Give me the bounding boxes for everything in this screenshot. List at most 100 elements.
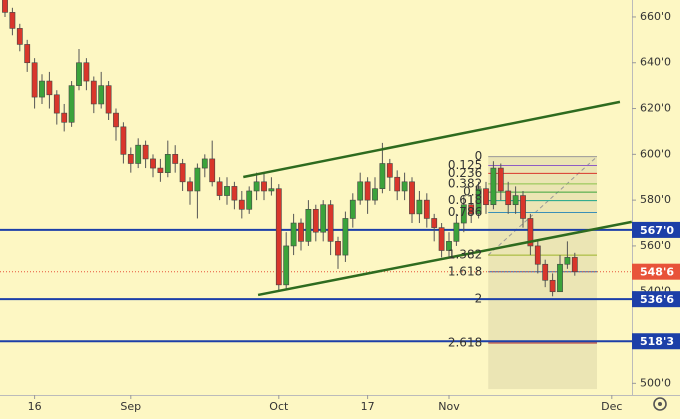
candle-body xyxy=(120,126,127,155)
trendline xyxy=(243,100,621,179)
candle-body xyxy=(157,167,164,173)
price-tag-label: 548'6 xyxy=(640,266,674,279)
price-tag-label: 518'3 xyxy=(640,335,674,348)
candle-body xyxy=(90,80,97,105)
gear-center[interactable] xyxy=(658,402,662,406)
candle-body xyxy=(83,62,90,82)
candle-body xyxy=(46,80,53,96)
candle-body xyxy=(312,208,319,233)
y-tick-label: 660'0 xyxy=(640,10,671,23)
candle-body xyxy=(431,218,438,228)
candle-body xyxy=(113,112,119,128)
candle-body xyxy=(135,144,142,164)
candle-body xyxy=(61,112,68,123)
candle-body xyxy=(557,263,563,293)
settings-icon[interactable] xyxy=(653,397,667,411)
fib-label: 2.618 xyxy=(448,336,482,350)
candle-body xyxy=(68,85,75,123)
fib-label: 0 xyxy=(475,149,483,163)
candle-body xyxy=(534,245,541,265)
candle-body xyxy=(53,94,60,114)
y-tick-label: 600'0 xyxy=(640,147,671,160)
fib-label: 1.618 xyxy=(448,264,482,278)
candle-body xyxy=(542,263,549,281)
candle-body xyxy=(379,163,386,189)
candle-body xyxy=(275,188,282,286)
candle-body xyxy=(549,279,556,293)
candle-body xyxy=(172,154,179,164)
candle-body xyxy=(261,181,267,192)
candle-body xyxy=(446,241,452,251)
candle-body xyxy=(349,199,356,219)
y-tick-label: 580'0 xyxy=(640,193,671,206)
candle-body xyxy=(194,167,201,192)
y-tick-label: 640'0 xyxy=(640,56,671,69)
candle-body xyxy=(394,176,401,192)
candle-body xyxy=(505,190,512,206)
candle-body xyxy=(327,204,334,242)
candle-body xyxy=(401,181,408,192)
candle-body xyxy=(483,188,489,206)
price-tag xyxy=(632,333,680,350)
candle-body xyxy=(98,85,105,105)
candle-body xyxy=(142,144,149,160)
candle-body xyxy=(320,204,327,233)
x-tick-label: Nov xyxy=(438,400,460,413)
candle-body xyxy=(564,257,571,265)
candle-body xyxy=(372,188,378,201)
price-tag-label: 567'0 xyxy=(640,224,674,237)
candle-body xyxy=(438,227,445,251)
candle-body xyxy=(187,181,193,192)
candle-body xyxy=(127,154,134,164)
candle-body xyxy=(460,204,467,224)
candle-body xyxy=(342,218,349,256)
candle-body xyxy=(490,167,497,206)
candle-body xyxy=(468,204,475,215)
candle-body xyxy=(475,188,482,215)
price-tag xyxy=(632,221,680,238)
candle-body xyxy=(246,190,253,210)
candle-body xyxy=(9,12,16,29)
fib-label: 0.382 xyxy=(448,176,482,190)
trendline xyxy=(257,220,632,297)
y-tick-label: 560'0 xyxy=(640,239,671,252)
candle-body xyxy=(423,199,430,219)
candle-body xyxy=(283,245,290,286)
candle-body xyxy=(409,181,415,215)
fib-label: 0.618 xyxy=(448,193,482,207)
price-tag xyxy=(632,291,680,308)
fib-label: 1.382 xyxy=(448,248,482,262)
x-tick-label: Oct xyxy=(269,400,289,413)
candle-body xyxy=(2,0,8,13)
candle-body xyxy=(31,62,38,98)
y-tick-label: 620'0 xyxy=(640,102,671,115)
candle-body xyxy=(305,208,312,242)
candle-body xyxy=(231,186,238,201)
candle-body xyxy=(335,241,341,256)
plot-area xyxy=(0,0,632,390)
candle-body xyxy=(520,195,526,219)
candle-body xyxy=(150,158,156,169)
x-tick-label: Sep xyxy=(120,400,141,413)
candle-body xyxy=(416,199,423,215)
candle-body xyxy=(238,199,245,210)
gear[interactable] xyxy=(653,397,667,411)
fib-label: 2 xyxy=(475,292,483,306)
candle-body xyxy=(105,85,112,114)
x-tick-label: 16 xyxy=(28,400,42,413)
candle-body xyxy=(357,181,364,201)
price-tag xyxy=(632,263,680,280)
candle-body xyxy=(253,181,260,192)
candle-body xyxy=(268,188,275,192)
candle-body xyxy=(512,195,519,206)
candle-body xyxy=(571,257,578,272)
candle-body xyxy=(386,163,393,178)
candle-body xyxy=(453,222,460,242)
candle-body xyxy=(209,158,216,183)
candle-body xyxy=(76,62,82,86)
y-tick-label: 500'0 xyxy=(640,376,671,389)
candle-body xyxy=(16,28,23,45)
candle-body xyxy=(364,181,371,201)
candle-body xyxy=(24,44,31,64)
